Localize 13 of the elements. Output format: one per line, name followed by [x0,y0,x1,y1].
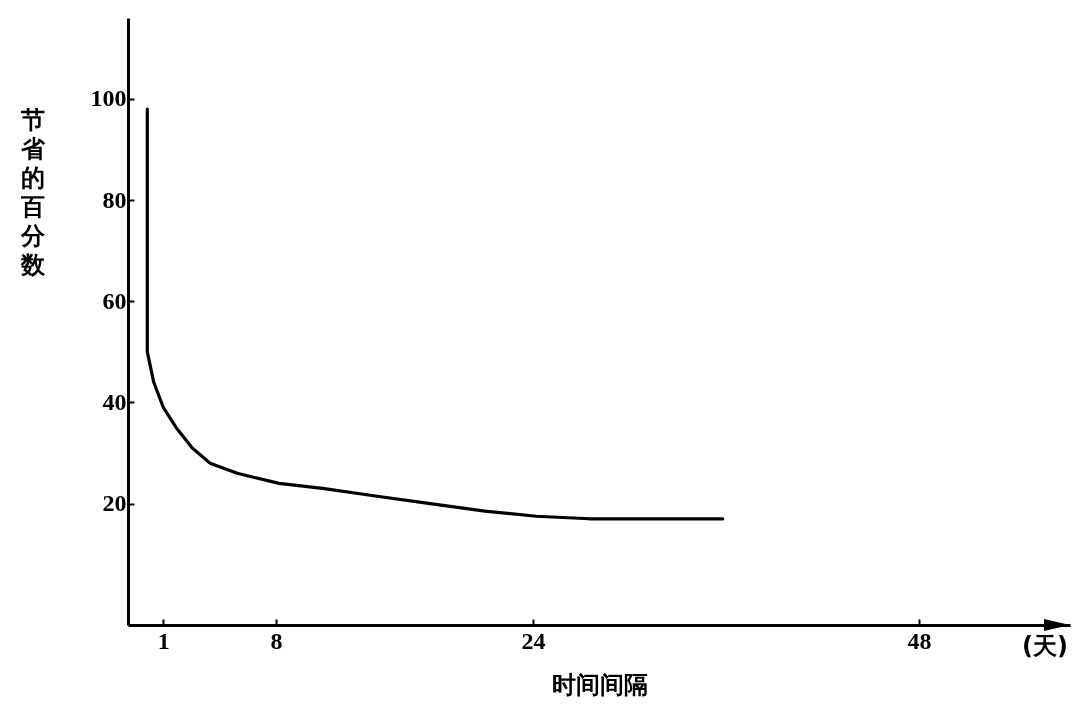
x-tick-label: 1 [157,627,170,654]
text: (天) [1022,632,1068,660]
x-tick-label: 48 [907,627,932,654]
y-axis-title: 节省的百分数 [19,105,46,279]
line-series [145,107,725,521]
y-tick-label: 20 [102,490,127,517]
x-tick-label: 8 [270,627,283,654]
y-tick-label: 80 [102,186,127,213]
x-tick-label: 24 [521,627,546,654]
x-axis-title: 时间间隔 [551,670,648,699]
y-tick-label: 60 [102,287,127,314]
y-tick-label: 40 [102,388,127,415]
y-tick-label: 100 [90,85,127,112]
